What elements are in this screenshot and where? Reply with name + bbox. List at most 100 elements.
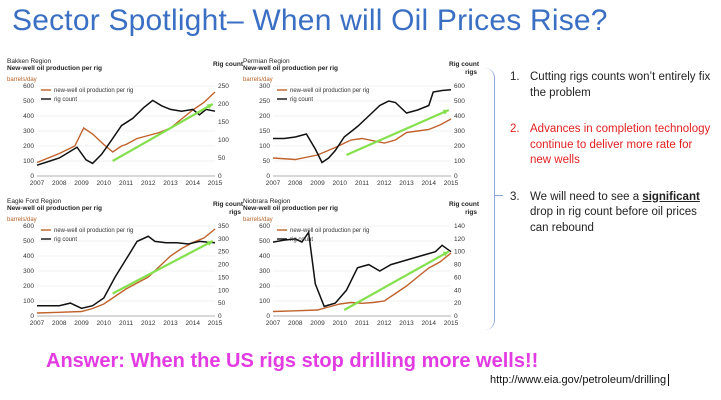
legend-rig-count-label: rig count [290,97,313,103]
left-axis-tick-label: 100 [23,158,34,165]
x-axis-tick-label: 2007 [266,180,281,187]
left-axis-tick-label: 400 [23,253,34,260]
trend-arrow-line [343,250,450,311]
chart-subtitle: New-well oil production per rig [7,205,102,212]
x-axis-tick-label: 2015 [208,320,223,327]
production-per-rig-line [272,252,452,313]
x-axis-tick-label: 2008 [288,320,303,327]
chart-right-axis-title: Rig count [449,201,479,208]
legend-production-label: new-well oil production per rig [54,228,133,234]
legend-rig-count-label: rig count [54,237,77,243]
x-axis-tick-label: 2010 [97,180,112,187]
left-axis-tick-label: 300 [23,268,34,275]
key-point-text-end: drop in rig count before oil prices can … [530,206,697,234]
trend-arrow-line [112,103,214,162]
right-axis-tick-label: 60 [454,274,462,281]
chart-right-axis-unit: rigs [465,69,477,76]
right-axis-tick-label: 140 [454,223,465,230]
key-point-number: 2. [510,123,520,135]
legend-production-label: new-well oil production per rig [290,228,369,234]
right-axis-tick-label: 20 [454,300,462,307]
x-axis-tick-label: 2011 [355,180,369,187]
chart-subtitle: New-well oil production per rig [243,205,338,212]
chart-subtitle: New-well oil production per rig [243,65,338,72]
x-axis-tick-label: 2012 [141,180,156,187]
left-axis-tick-label: 300 [23,128,34,135]
x-axis-tick-label: 2011 [119,180,133,187]
x-axis-tick-label: 2013 [163,320,178,327]
key-point-text: We will need to see a significant drop i… [530,190,715,237]
x-axis-tick-label: 2010 [333,320,348,327]
x-axis-tick-label: 2012 [377,320,392,327]
x-axis-tick-label: 2013 [399,320,414,327]
left-axis-tick-label: 500 [23,238,34,245]
left-axis-tick-label: 500 [259,238,270,245]
x-axis-tick-label: 2008 [288,180,303,187]
legend-production-label: new-well oil production per rig [290,88,369,94]
slide-title: Sector Spotlight– When will Oil Prices R… [12,4,608,37]
left-axis-tick-label: 600 [259,223,270,230]
chart-right-axis-unit: rigs [465,209,477,216]
chart-left-unit: barrels/day [243,217,273,223]
chart-bakken: 0 100 200 300 400 500 600 0 50 100 150 200 250 2007 20… [7,58,245,198]
right-axis-tick-label: 100 [454,158,465,165]
x-axis-tick-label: 2009 [74,320,89,327]
left-axis-tick-label: 0 [30,313,34,320]
left-axis-tick-label: 200 [259,113,270,120]
right-axis-tick-label: 100 [218,137,229,144]
trend-arrow-line [345,108,450,157]
right-axis-tick-label: 0 [454,173,458,180]
right-axis-tick-label: 120 [454,236,465,243]
x-axis-tick-label: 2007 [30,320,45,327]
chart-right-axis-title: Rig count [213,201,243,208]
right-axis-tick-label: 100 [218,287,229,294]
left-axis-tick-label: 200 [259,283,270,290]
left-axis-tick-label: 300 [259,83,270,90]
key-point-3: 3. We will need to see a significant dro… [510,190,715,237]
x-axis-tick-label: 2014 [422,320,437,327]
left-axis-tick-label: 100 [259,143,270,150]
trend-arrow-head [206,241,213,246]
x-axis-tick-label: 2010 [97,320,112,327]
production-per-rig-line [36,91,216,164]
chart-region-title: Permian Region [243,58,290,65]
legend-production-label: new-well oil production per rig [54,88,133,94]
key-point-1: 1. Cutting rigs counts won’t entirely fi… [510,70,715,101]
source-url: http://www.eia.gov/petroleum/drilling [490,374,670,386]
right-axis-tick-label: 50 [218,155,226,162]
chart-right-axis-title: Rig count [213,61,243,68]
right-axis-tick-label: 0 [454,313,458,320]
production-per-rig-line [272,118,452,161]
rig-count-line [36,99,216,166]
x-axis-tick-label: 2015 [444,320,459,327]
x-axis-tick-label: 2012 [377,180,392,187]
answer-text: Answer: When the US rigs stop drilling m… [46,350,539,372]
trend-arrow-head [442,251,449,257]
right-axis-tick-label: 150 [218,119,229,126]
left-axis-tick-label: 0 [30,173,34,180]
x-axis-tick-label: 2010 [333,180,348,187]
right-axis-tick-label: 250 [218,83,229,90]
trend-arrow-head [206,104,213,109]
left-axis-tick-label: 600 [23,83,34,90]
key-points-list: 1. Cutting rigs counts won’t entirely fi… [510,70,715,257]
x-axis-tick-label: 2009 [310,320,325,327]
chart-left-unit: barrels/day [7,77,37,83]
grouping-bracket-tick [495,195,503,196]
right-axis-tick-label: 150 [218,274,229,281]
key-point-number: 3. [510,190,520,203]
right-axis-tick-label: 300 [218,236,229,243]
right-axis-tick-label: 200 [218,262,229,269]
legend-rig-count-label: rig count [290,237,313,243]
left-axis-tick-label: 500 [23,98,34,105]
rig-count-line [37,235,216,310]
left-axis-tick-label: 100 [23,298,34,305]
chart-region-title: Eagle Ford Region [7,198,62,205]
x-axis-tick-label: 2013 [399,180,414,187]
x-axis-tick-label: 2012 [141,320,156,327]
trend-arrow-head [442,109,449,115]
chart-subtitle: New-well oil production per rig [7,65,102,72]
right-axis-tick-label: 500 [454,98,465,105]
right-axis-tick-label: 350 [218,223,229,230]
x-axis-tick-label: 2009 [310,180,325,187]
